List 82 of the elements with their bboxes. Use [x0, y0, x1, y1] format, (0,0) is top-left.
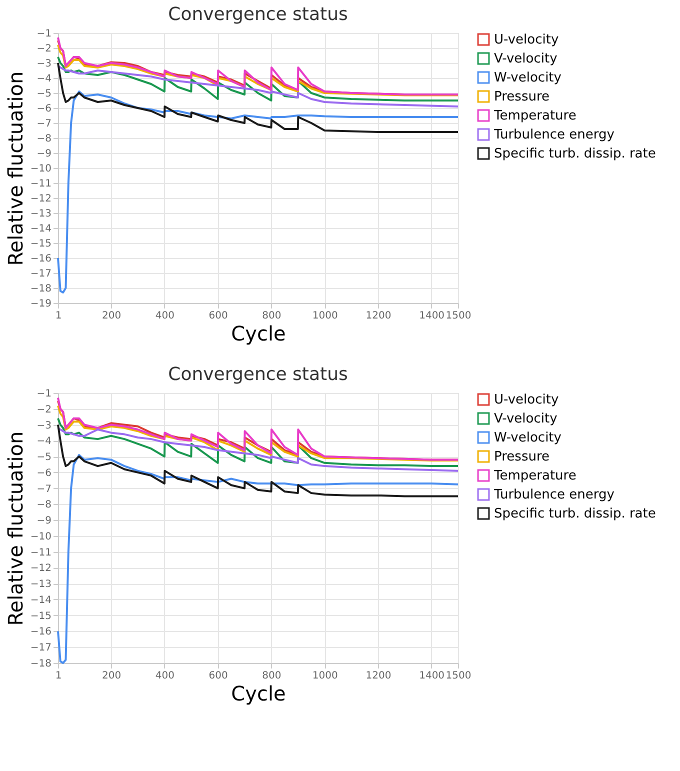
legend-label: U-velocity — [494, 392, 559, 408]
y-tick-label: −17 — [30, 268, 52, 280]
chart-title: Convergence status — [168, 364, 348, 385]
x-tick-label: 1500 — [446, 310, 472, 322]
y-tick-label: −16 — [30, 626, 52, 638]
x-tick-label: 1000 — [312, 670, 338, 682]
x-tick-label: 1400 — [419, 310, 445, 322]
x-tick-label: 200 — [102, 670, 122, 682]
y-tick-label: −11 — [30, 547, 52, 558]
line-series — [57, 426, 459, 472]
y-tick-label: −17 — [30, 642, 52, 654]
x-axis-title: Cycle — [231, 322, 286, 346]
y-tick-label: −7 — [36, 118, 52, 130]
y-tick-label: −10 — [30, 531, 52, 542]
x-tick-label: 600 — [208, 310, 228, 322]
x-tick-label: 1500 — [446, 670, 472, 682]
y-tick-label: −19 — [30, 298, 52, 310]
legend-label: W-velocity — [494, 70, 562, 86]
y-tick-label: −1 — [36, 388, 52, 400]
legend-label: Pressure — [494, 90, 550, 104]
line-series — [57, 417, 459, 468]
x-axis-title: Cycle — [231, 682, 286, 706]
y-tick-label: −10 — [30, 164, 52, 174]
legend-label: Pressure — [494, 450, 550, 464]
y-tick-label: −3 — [36, 58, 52, 70]
x-tick-label: 1 — [55, 670, 62, 682]
y-tick-label: −6 — [36, 468, 52, 479]
y-tick-label: −8 — [36, 134, 52, 144]
x-tick-label: 600 — [208, 670, 228, 682]
y-tick-label: −16 — [30, 254, 52, 264]
x-tick-label: 1400 — [419, 670, 445, 682]
legend-label: U-velocity — [494, 32, 559, 48]
y-axis-title: Relative fluctuation — [3, 431, 28, 626]
y-tick-label: −14 — [30, 594, 52, 606]
line-series — [57, 424, 459, 498]
legend-label: Specific turb. dissip. rate — [494, 506, 656, 522]
legend-label: Turbulence energy — [493, 128, 615, 142]
y-tick-label: −12 — [30, 194, 52, 204]
legend-label: W-velocity — [494, 430, 562, 446]
y-tick-label: −2 — [36, 404, 52, 416]
x-tick-label: 200 — [102, 310, 122, 322]
y-tick-label: −13 — [30, 208, 52, 220]
y-tick-label: −14 — [30, 224, 52, 234]
line-series — [57, 56, 459, 102]
y-tick-label: −8 — [36, 500, 52, 511]
y-tick-label: −2 — [36, 44, 52, 54]
chart-title: Convergence status — [168, 4, 348, 25]
y-tick-label: −13 — [30, 579, 52, 590]
y-tick-label: −5 — [36, 452, 52, 464]
x-tick-label: 1200 — [366, 310, 392, 322]
x-tick-label: 1 — [55, 310, 62, 322]
y-tick-label: −9 — [36, 516, 52, 527]
x-tick-label: 400 — [155, 310, 175, 322]
y-tick-label: −3 — [36, 420, 52, 432]
y-tick-label: −18 — [30, 658, 52, 670]
legend-label: V-velocity — [494, 52, 558, 66]
y-tick-label: −9 — [36, 148, 52, 160]
y-tick-label: −1 — [36, 28, 52, 40]
x-tick-label: 800 — [262, 670, 282, 682]
x-tick-label: 1000 — [312, 310, 338, 322]
y-tick-label: −11 — [30, 178, 52, 190]
line-series — [57, 65, 459, 108]
x-tick-label: 400 — [155, 670, 175, 682]
line-series — [57, 62, 459, 133]
y-tick-label: −15 — [30, 238, 52, 250]
legend-label: Temperature — [493, 108, 576, 124]
legend-label: V-velocity — [494, 412, 558, 426]
y-tick-label: −12 — [30, 563, 52, 574]
x-tick-label: 1200 — [366, 670, 392, 682]
x-tick-label: 800 — [262, 310, 282, 322]
y-tick-label: −15 — [30, 610, 52, 622]
legend-label: Specific turb. dissip. rate — [494, 146, 656, 162]
y-tick-label: −4 — [36, 436, 52, 448]
y-tick-label: −7 — [36, 484, 52, 495]
y-tick-label: −5 — [36, 88, 52, 100]
legend-label: Turbulence energy — [493, 488, 615, 502]
y-tick-label: −4 — [36, 74, 52, 84]
y-axis-title: Relative fluctuation — [3, 71, 28, 266]
line-series — [57, 90, 459, 294]
legend-label: Temperature — [493, 468, 576, 484]
y-tick-label: −18 — [30, 284, 52, 294]
y-tick-label: −6 — [36, 104, 52, 114]
